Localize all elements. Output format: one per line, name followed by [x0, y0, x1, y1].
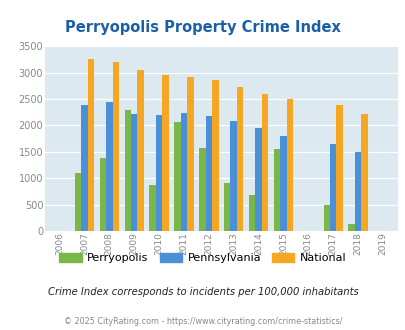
Bar	[323, 205, 329, 231]
Text: © 2025 CityRating.com - https://www.cityrating.com/crime-statistics/: © 2025 CityRating.com - https://www.city…	[64, 317, 341, 326]
Bar	[99, 158, 106, 231]
Bar	[112, 62, 119, 231]
Bar	[75, 173, 81, 231]
Bar	[273, 149, 279, 231]
Bar	[174, 122, 180, 231]
Bar	[162, 75, 168, 231]
Bar	[248, 195, 255, 231]
Bar	[279, 136, 286, 231]
Bar	[124, 110, 131, 231]
Bar	[131, 114, 137, 231]
Bar	[336, 105, 342, 231]
Bar	[255, 128, 261, 231]
Bar	[198, 148, 205, 231]
Bar	[224, 183, 230, 231]
Legend: Perryopolis, Pennsylvania, National: Perryopolis, Pennsylvania, National	[55, 248, 350, 268]
Text: Perryopolis Property Crime Index: Perryopolis Property Crime Index	[65, 20, 340, 35]
Bar	[360, 114, 367, 231]
Text: Crime Index corresponds to incidents per 100,000 inhabitants: Crime Index corresponds to incidents per…	[47, 287, 358, 297]
Bar	[87, 59, 94, 231]
Bar	[354, 152, 360, 231]
Bar	[329, 145, 336, 231]
Bar	[237, 87, 243, 231]
Bar	[81, 105, 87, 231]
Bar	[156, 115, 162, 231]
Bar	[149, 185, 156, 231]
Bar	[205, 116, 211, 231]
Bar	[187, 77, 193, 231]
Bar	[347, 224, 354, 231]
Bar	[261, 94, 268, 231]
Bar	[137, 71, 143, 231]
Bar	[286, 99, 292, 231]
Bar	[106, 102, 112, 231]
Bar	[211, 80, 218, 231]
Bar	[230, 121, 237, 231]
Bar	[180, 113, 187, 231]
